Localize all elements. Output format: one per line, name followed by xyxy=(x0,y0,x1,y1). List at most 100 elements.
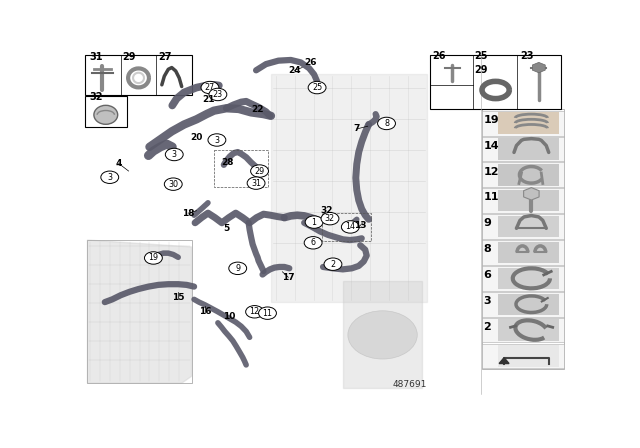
Text: 23: 23 xyxy=(520,51,534,61)
Polygon shape xyxy=(271,74,428,302)
Circle shape xyxy=(308,82,326,94)
Circle shape xyxy=(348,311,417,359)
Circle shape xyxy=(164,178,182,190)
Text: 3: 3 xyxy=(214,135,220,145)
Text: 11: 11 xyxy=(483,193,499,202)
Circle shape xyxy=(209,88,227,101)
Circle shape xyxy=(246,306,264,318)
Bar xyxy=(214,150,269,187)
Text: 8: 8 xyxy=(384,119,389,128)
Text: 25: 25 xyxy=(474,51,488,61)
Polygon shape xyxy=(499,358,509,363)
Text: 19: 19 xyxy=(483,115,499,125)
Text: 31: 31 xyxy=(89,52,102,62)
Text: 32: 32 xyxy=(321,206,333,215)
Circle shape xyxy=(305,216,323,228)
Circle shape xyxy=(341,221,359,233)
Text: 8: 8 xyxy=(483,244,491,254)
Bar xyxy=(498,216,559,237)
Polygon shape xyxy=(343,281,422,388)
Bar xyxy=(482,266,564,291)
Bar xyxy=(498,190,559,211)
Text: 31: 31 xyxy=(251,179,261,188)
Text: 6: 6 xyxy=(483,270,491,280)
Text: 29: 29 xyxy=(255,167,265,176)
Circle shape xyxy=(247,177,265,190)
Text: 3: 3 xyxy=(172,150,177,159)
Text: 2: 2 xyxy=(330,260,335,269)
Text: 2: 2 xyxy=(483,322,491,332)
Bar xyxy=(482,214,564,239)
Text: 23: 23 xyxy=(213,90,223,99)
Circle shape xyxy=(201,82,219,94)
Text: 10: 10 xyxy=(223,312,235,321)
Circle shape xyxy=(251,165,269,177)
Bar xyxy=(498,345,559,366)
Text: 29: 29 xyxy=(123,52,136,62)
Text: 32: 32 xyxy=(89,92,102,102)
Text: 26: 26 xyxy=(433,51,446,61)
Text: 4: 4 xyxy=(115,159,122,168)
Bar xyxy=(482,111,564,135)
Bar xyxy=(482,137,564,161)
Text: 16: 16 xyxy=(199,307,211,316)
Bar xyxy=(429,56,561,109)
Text: 15: 15 xyxy=(172,293,184,302)
Polygon shape xyxy=(88,240,191,383)
Text: 3: 3 xyxy=(483,296,491,306)
Text: 14: 14 xyxy=(483,141,499,151)
Text: 32: 32 xyxy=(325,214,335,223)
Bar xyxy=(482,240,564,265)
Bar xyxy=(498,319,559,341)
Circle shape xyxy=(101,171,118,184)
Bar xyxy=(85,56,191,95)
Circle shape xyxy=(229,262,246,275)
Circle shape xyxy=(321,212,339,225)
Bar xyxy=(88,240,191,383)
Text: 19: 19 xyxy=(148,254,159,263)
Circle shape xyxy=(378,117,396,129)
Text: 27: 27 xyxy=(205,83,215,92)
Bar xyxy=(498,242,559,263)
Bar xyxy=(498,138,559,159)
Text: 9: 9 xyxy=(483,218,491,228)
Bar xyxy=(482,344,564,368)
Bar xyxy=(498,267,559,289)
Text: 20: 20 xyxy=(190,133,203,142)
Ellipse shape xyxy=(94,105,118,124)
Text: 6: 6 xyxy=(310,238,316,247)
Bar xyxy=(482,318,564,342)
Circle shape xyxy=(304,237,322,249)
Bar xyxy=(482,163,564,187)
Text: 17: 17 xyxy=(282,273,294,282)
Text: 18: 18 xyxy=(182,209,195,218)
Text: 13: 13 xyxy=(354,221,367,230)
Text: 28: 28 xyxy=(221,158,234,167)
Text: 30: 30 xyxy=(168,180,179,189)
Text: 12: 12 xyxy=(483,167,499,177)
Bar xyxy=(482,109,564,370)
Text: 26: 26 xyxy=(305,58,317,67)
Circle shape xyxy=(165,148,183,161)
Bar xyxy=(85,96,127,127)
Bar xyxy=(498,164,559,185)
Bar xyxy=(322,213,371,241)
Text: 22: 22 xyxy=(252,105,264,114)
Bar xyxy=(498,112,559,134)
Text: 24: 24 xyxy=(288,66,301,75)
Circle shape xyxy=(324,258,342,271)
Text: 487691: 487691 xyxy=(393,380,428,389)
Bar xyxy=(482,292,564,317)
Text: 3: 3 xyxy=(108,173,112,182)
Text: 21: 21 xyxy=(203,95,215,104)
Text: 12: 12 xyxy=(250,307,260,316)
Text: 9: 9 xyxy=(235,264,240,273)
Text: 1: 1 xyxy=(312,218,317,227)
Circle shape xyxy=(145,252,163,264)
Circle shape xyxy=(208,134,226,146)
Circle shape xyxy=(259,307,276,319)
Text: 7: 7 xyxy=(353,125,360,134)
Text: 11: 11 xyxy=(262,309,273,318)
Text: 25: 25 xyxy=(312,83,322,92)
Text: 29: 29 xyxy=(474,65,488,75)
